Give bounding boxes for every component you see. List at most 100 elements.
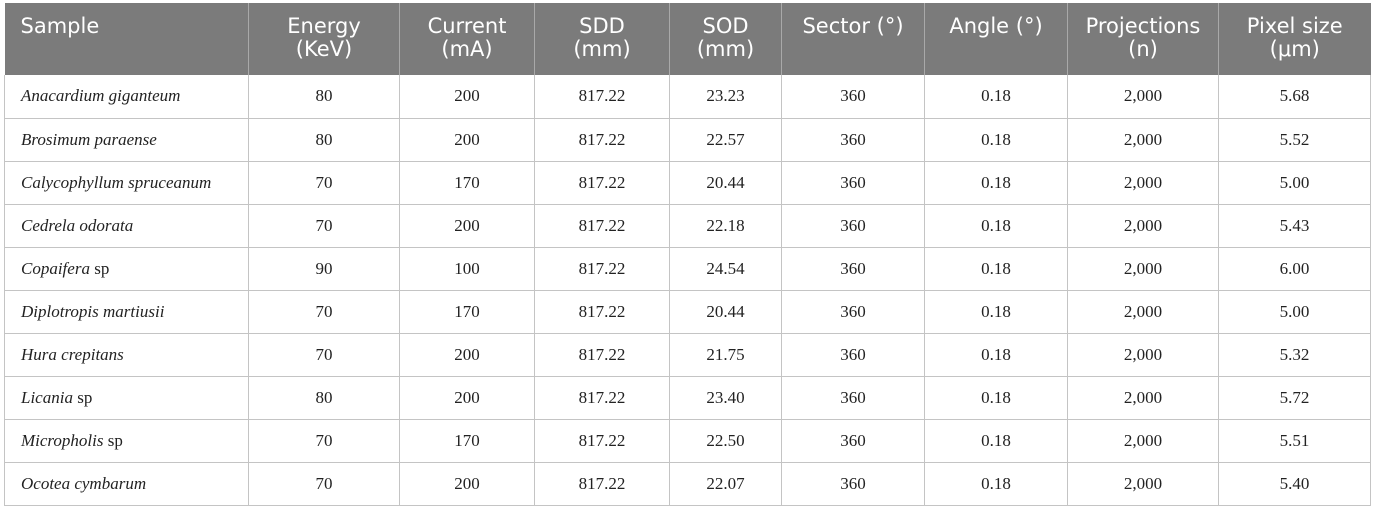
sample-name: Calycophyllum spruceanum	[21, 172, 212, 192]
cell-angle: 0.18	[924, 462, 1068, 507]
header-projections: Projections (n)	[1067, 3, 1219, 75]
sample-name: Micropholis	[21, 431, 104, 451]
table-row: Micropholis sp 70 170 817.22 22.50 360 0.18 2,0…	[4, 419, 1371, 464]
cell-energy: 90	[248, 247, 400, 291]
cell-sector: 360	[781, 419, 925, 464]
cell-sod: 23.23	[669, 75, 782, 119]
cell-pixel-size: 5.40	[1218, 462, 1371, 507]
cell-sod: 22.18	[669, 204, 782, 248]
header-sdd: SDD (mm)	[534, 3, 670, 75]
table-row: Brosimum paraense 80 200 817.22 22.57 360 0.18…	[4, 118, 1371, 162]
cell-energy: 70	[248, 419, 400, 464]
cell-sod: 20.44	[669, 290, 782, 335]
cell-sample: Licania sp	[4, 376, 249, 421]
cell-sector: 360	[781, 204, 925, 248]
cell-angle: 0.18	[924, 247, 1068, 291]
header-energy: Energy (KeV)	[248, 3, 400, 75]
cell-projections: 2,000	[1067, 376, 1219, 421]
table-row: Hura crepitans 70 200 817.22 21.75 360 0.18 2,0…	[4, 333, 1371, 378]
table-row: Cedrela odorata 70 200 817.22 22.18 360 0.18 2,…	[4, 204, 1371, 248]
cell-projections: 2,000	[1067, 419, 1219, 464]
header-sample: Sample	[4, 3, 249, 75]
cell-sdd: 817.22	[534, 118, 670, 162]
cell-energy: 70	[248, 290, 400, 335]
cell-sod: 22.07	[669, 462, 782, 507]
header-sod: SOD (mm)	[669, 3, 782, 75]
table-body: Anacardium giganteum 80 200 817.22 23.23 360 0…	[4, 75, 1371, 507]
header-current: Current (mA)	[399, 3, 535, 75]
table-row: Diplotropis martiusii 70 170 817.22 20.44 360…	[4, 290, 1371, 335]
sample-suffix: sp	[72, 388, 93, 408]
cell-sample: Hura crepitans	[4, 333, 249, 378]
cell-angle: 0.18	[924, 419, 1068, 464]
cell-sdd: 817.22	[534, 376, 670, 421]
cell-angle: 0.18	[924, 204, 1068, 248]
cell-sdd: 817.22	[534, 419, 670, 464]
cell-energy: 80	[248, 75, 400, 119]
sample-name: Cedrela odorata	[21, 215, 134, 235]
cell-current: 170	[399, 161, 535, 205]
cell-sdd: 817.22	[534, 333, 670, 378]
cell-pixel-size: 5.51	[1218, 419, 1371, 464]
header-pixel-size: Pixel size (μm)	[1246, 14, 1343, 61]
sample-suffix: sp	[89, 258, 110, 278]
cell-pixel-size: 5.72	[1218, 376, 1371, 421]
cell-sample: Copaifera sp	[4, 247, 249, 291]
cell-pixel-size: 5.52	[1218, 118, 1371, 162]
sample-name: Copaifera	[21, 258, 90, 278]
cell-energy: 70	[248, 161, 400, 205]
sample-name: Anacardium giganteum	[21, 86, 181, 106]
cell-sdd: 817.22	[534, 462, 670, 507]
cell-projections: 2,000	[1067, 118, 1219, 162]
cell-projections: 2,000	[1067, 247, 1219, 291]
cell-sample: Ocotea cymbarum	[4, 462, 249, 507]
cell-current: 200	[399, 75, 535, 119]
cell-pixel-size: 5.00	[1218, 161, 1371, 205]
cell-sod: 22.50	[669, 419, 782, 464]
cell-current: 170	[399, 290, 535, 335]
cell-sample: Micropholis sp	[4, 419, 249, 464]
cell-current: 100	[399, 247, 535, 291]
cell-current: 200	[399, 333, 535, 378]
cell-sod: 24.54	[669, 247, 782, 291]
cell-pixel-size: 5.00	[1218, 290, 1371, 335]
table-row: Anacardium giganteum 80 200 817.22 23.23 360 0…	[4, 75, 1371, 119]
cell-energy: 80	[248, 118, 400, 162]
cell-angle: 0.18	[924, 118, 1068, 162]
cell-sdd: 817.22	[534, 290, 670, 335]
cell-projections: 2,000	[1067, 462, 1219, 507]
cell-sector: 360	[781, 161, 925, 205]
cell-sector: 360	[781, 376, 925, 421]
cell-sample: Cedrela odorata	[4, 204, 249, 248]
cell-pixel-size: 5.32	[1218, 333, 1371, 378]
cell-projections: 2,000	[1067, 333, 1219, 378]
cell-projections: 2,000	[1067, 204, 1219, 248]
cell-current: 200	[399, 118, 535, 162]
cell-energy: 70	[248, 333, 400, 378]
sample-name: Brosimum paraense	[21, 129, 157, 149]
cell-pixel-size: 6.00	[1218, 247, 1371, 291]
cell-projections: 2,000	[1067, 75, 1219, 119]
cell-sdd: 817.22	[534, 204, 670, 248]
cell-sod: 22.57	[669, 118, 782, 162]
cell-projections: 2,000	[1067, 161, 1219, 205]
cell-angle: 0.18	[924, 376, 1068, 421]
header-sector: Sector (°)	[781, 3, 925, 75]
table-row: Copaifera sp 90 100 817.22 24.54 360 0.18 2,000…	[4, 247, 1371, 291]
cell-sector: 360	[781, 118, 925, 162]
cell-pixel-size: 5.43	[1218, 204, 1371, 248]
cell-sod: 23.40	[669, 376, 782, 421]
cell-angle: 0.18	[924, 75, 1068, 119]
cell-sod: 21.75	[669, 333, 782, 378]
sample-suffix: sp	[103, 431, 123, 451]
cell-pixel-size: 5.68	[1218, 75, 1371, 119]
cell-current: 170	[399, 419, 535, 464]
cell-angle: 0.18	[924, 290, 1068, 335]
cell-energy: 70	[248, 204, 400, 248]
sample-name: Diplotropis martiusii	[21, 302, 165, 322]
cell-sector: 360	[781, 75, 925, 119]
sample-name: Hura crepitans	[21, 345, 124, 365]
cell-current: 200	[399, 462, 535, 507]
cell-sample: Brosimum paraense	[4, 118, 249, 162]
cell-current: 200	[399, 204, 535, 248]
